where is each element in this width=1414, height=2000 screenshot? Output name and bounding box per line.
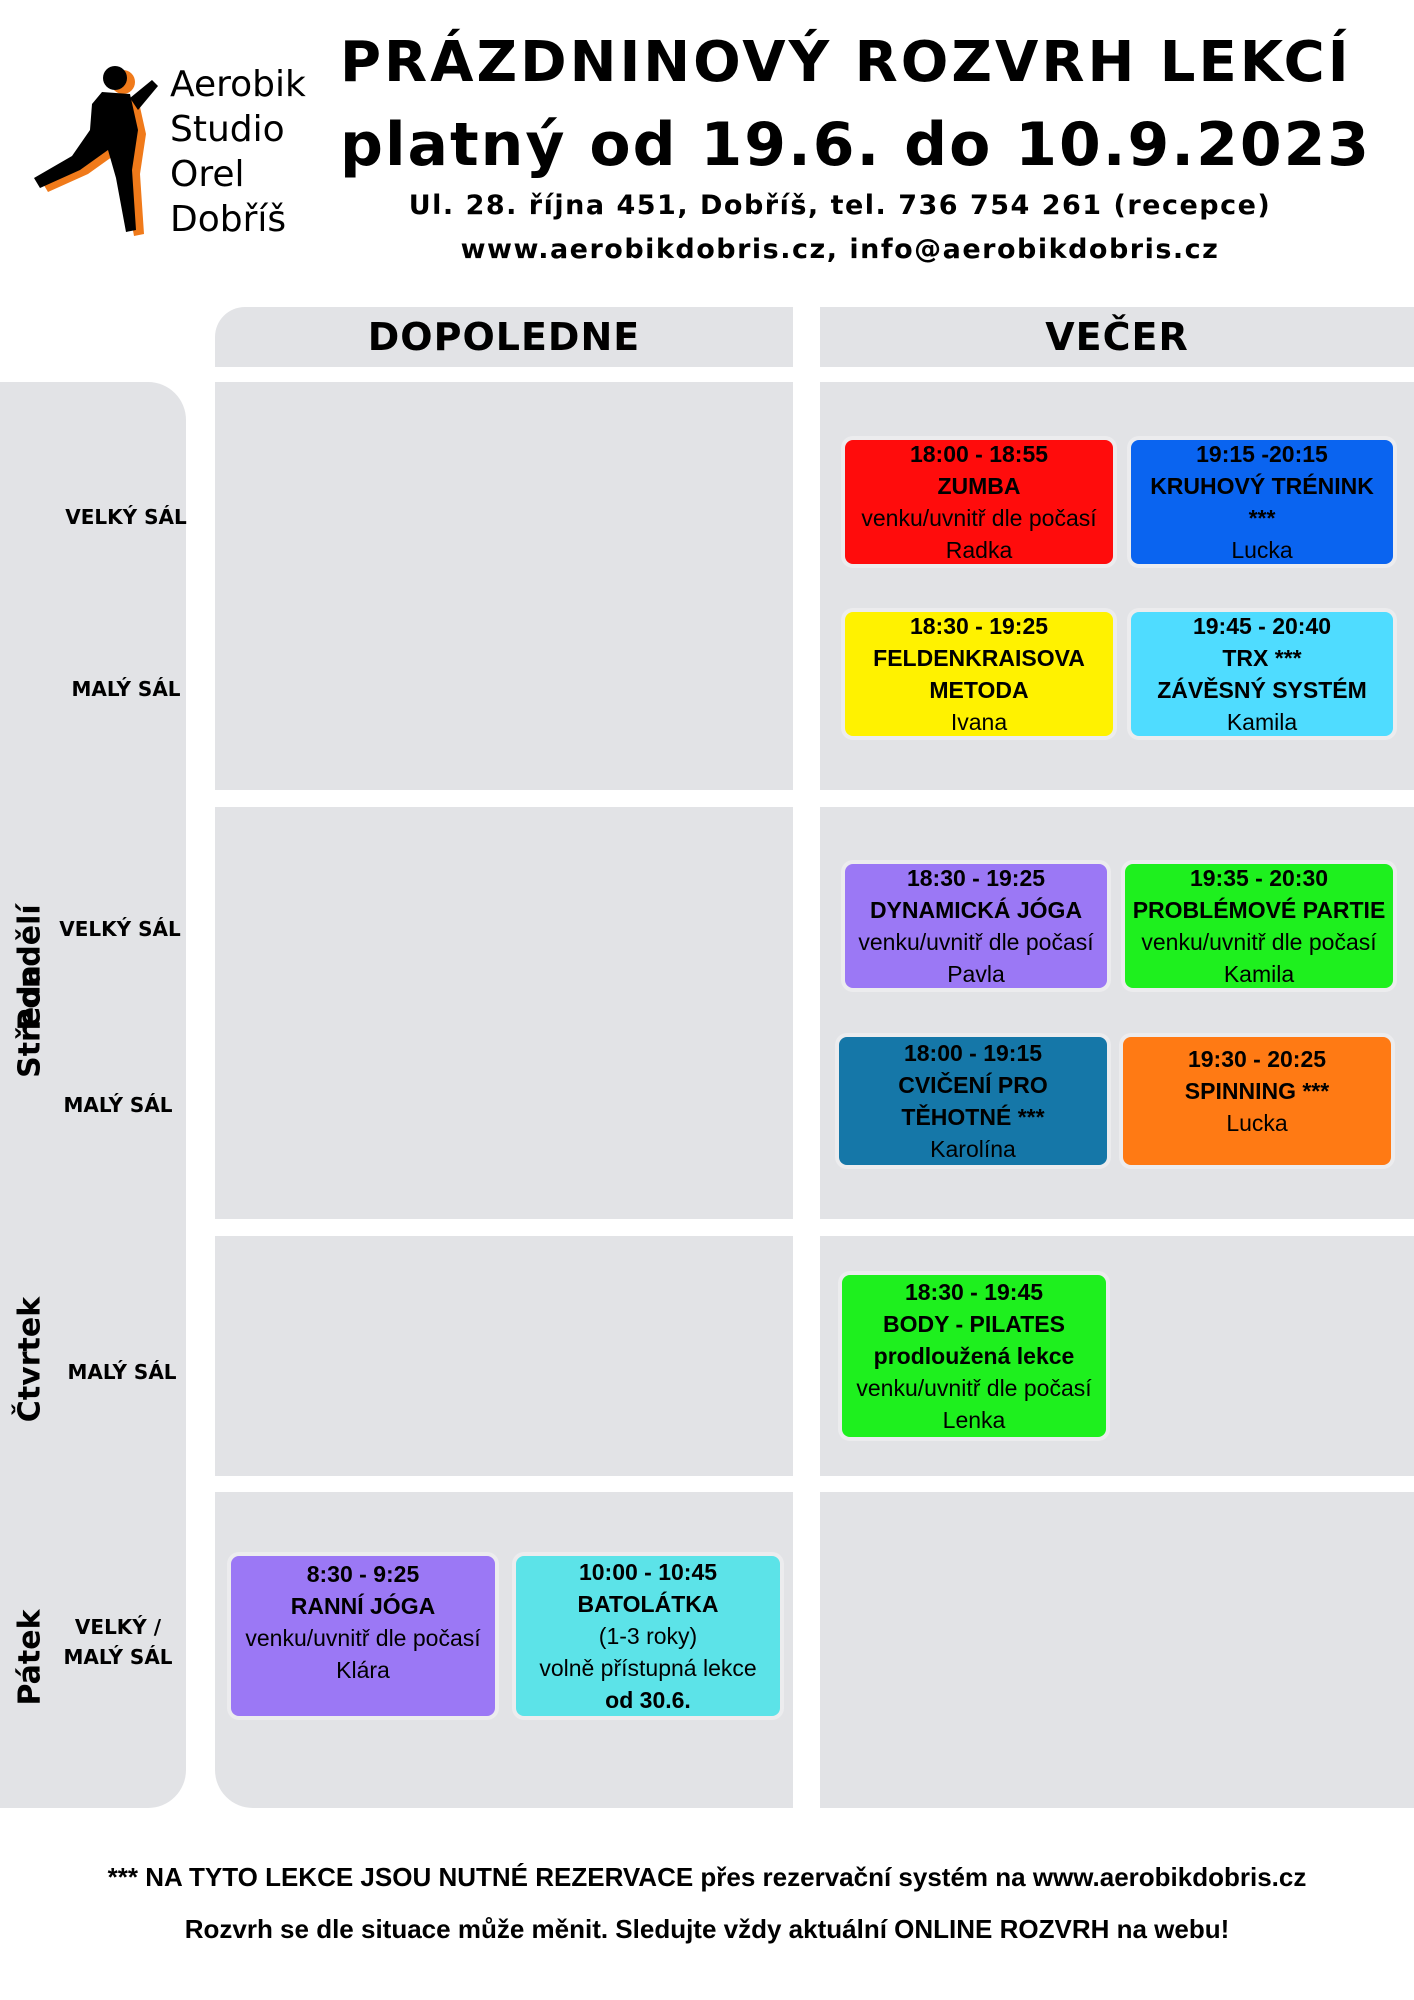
room-label: MALÝ SÁL — [67, 1360, 177, 1384]
page-title: PRÁZDNINOVÝ ROZVRH LEKCÍ — [340, 30, 1352, 95]
class-card-problemove-partie: 19:35 - 20:30 PROBLÉMOVÉ PARTIE venku/uv… — [1125, 864, 1393, 988]
class-card-dynamicka-joga: 18:30 - 19:25 DYNAMICKÁ JÓGA venku/uvnit… — [845, 864, 1107, 988]
web-line: www.aerobikdobris.cz, info@aerobikdobris… — [460, 234, 1220, 265]
friday-evening-panel — [820, 1492, 1414, 1808]
class-card-trx: 19:45 - 20:40 TRX *** ZÁVĚSNÝ SYSTÉM Kam… — [1131, 612, 1393, 736]
class-card-kruhovy-trenink: 19:15 -20:15 KRUHOVÝ TRÉNINK *** Lucka — [1131, 440, 1393, 564]
day-label-friday: Pátek — [12, 1609, 48, 1706]
room-label: VELKÝ / MALÝ SÁL — [63, 1615, 173, 1669]
class-card-batolatka: 10:00 - 10:45 BATOLÁTKA (1-3 roky) volně… — [516, 1556, 780, 1716]
day-column: Pondělí VELKÝ SÁL MALÝ SÁL Středa VELKÝ … — [0, 382, 187, 1808]
room-label: MALÝ SÁL — [63, 1093, 173, 1117]
reservation-note: *** NA TYTO LEKCE JSOU NUTNÉ REZERVACE p… — [107, 1862, 1307, 1892]
class-card-cviceni-pro-tehotne: 18:00 - 19:15 CVIČENÍ PRO TĚHOTNÉ *** Ka… — [839, 1037, 1107, 1165]
class-card-spinning: 19:30 - 20:25 SPINNING *** Lucka — [1123, 1037, 1391, 1165]
wednesday-morning-panel — [215, 807, 793, 1219]
class-card-ranni-joga: 8:30 - 9:25 RANNÍ JÓGA venku/uvnitř dle … — [231, 1556, 495, 1716]
column-header-evening: VEČER — [820, 307, 1414, 367]
column-header-morning: DOPOLEDNE — [215, 307, 793, 367]
studio-logo: Aerobik Studio Orel Dobříš — [20, 40, 340, 260]
schedule-change-note: Rozvrh se dle situace může měnit. Sleduj… — [184, 1914, 1230, 1944]
class-card-feldenkrais: 18:30 - 19:25 FELDENKRAISOVA METODA Ivan… — [845, 612, 1113, 736]
logo-text: Aerobik Studio Orel Dobříš — [170, 64, 306, 240]
room-label: VELKÝ SÁL — [59, 917, 181, 941]
validity-subtitle: platný od 19.6. do 10.9.2023 — [340, 110, 1372, 180]
monday-morning-panel — [215, 382, 793, 790]
room-label: VELKÝ SÁL — [65, 505, 187, 529]
day-label-thursday: Čtvrtek — [12, 1296, 48, 1423]
address-line: Ul. 28. října 451, Dobříš, tel. 736 754 … — [408, 190, 1272, 221]
room-label: MALÝ SÁL — [71, 677, 181, 701]
class-card-zumba: 18:00 - 18:55 ZUMBA venku/uvnitř dle poč… — [845, 440, 1113, 564]
thursday-morning-panel — [215, 1236, 793, 1476]
day-label-wednesday: Středa — [12, 965, 48, 1078]
dancer-icon — [34, 66, 158, 236]
class-card-body-pilates: 18:30 - 19:45 BODY - PILATES prodloužená… — [842, 1275, 1106, 1437]
